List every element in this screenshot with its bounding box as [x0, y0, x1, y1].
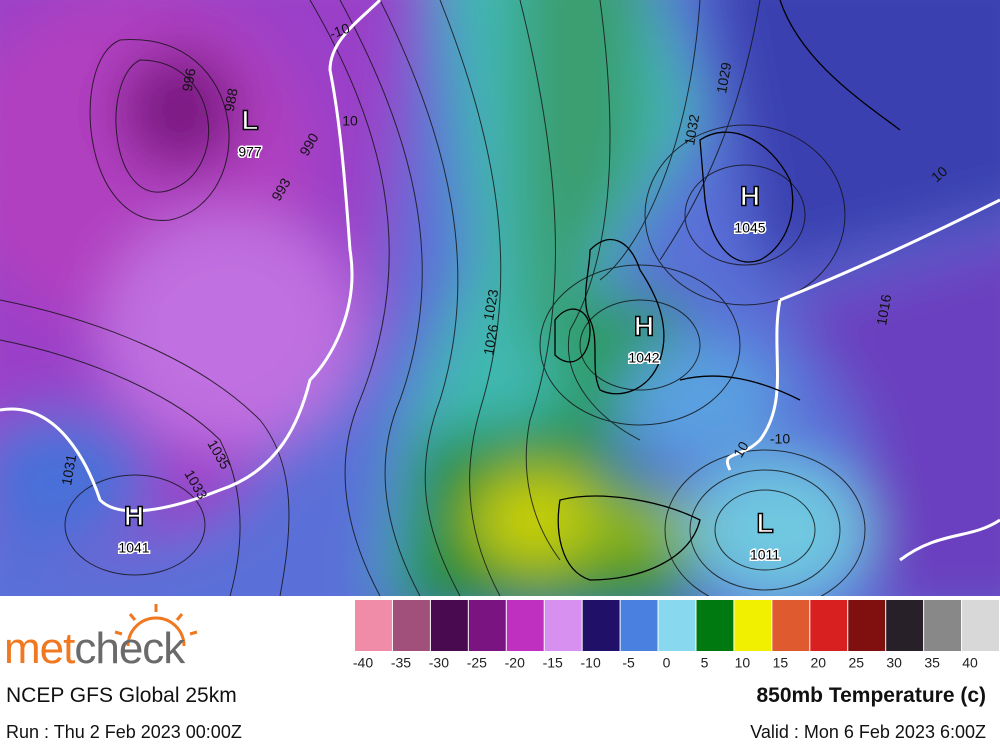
legend-swatch — [962, 600, 999, 651]
contour-label: 1016 — [873, 293, 894, 327]
legend-label: 5 — [701, 655, 709, 671]
logo-met: met — [4, 624, 75, 673]
legend-label: 20 — [811, 655, 827, 671]
legend-label: -20 — [505, 655, 525, 671]
system-letter: L — [241, 104, 258, 135]
contour-label: 1031 — [58, 453, 79, 487]
legend-swatch — [582, 600, 620, 651]
legend-swatch — [924, 600, 962, 651]
legend-swatch — [544, 600, 582, 651]
pressure-systems: H 1045 H 1042 H 1041 L 1011 L 977 — [117, 104, 782, 565]
legend-label: 0 — [663, 655, 671, 671]
legend-swatch — [810, 600, 848, 651]
contour-label: -10 — [327, 20, 352, 42]
legend-label: 25 — [848, 655, 864, 671]
contour-label: 1029 — [713, 61, 734, 95]
legend-swatch — [506, 600, 544, 651]
system-letter: H — [634, 310, 654, 341]
contour-label: 10 — [730, 438, 752, 460]
map: H 1045 H 1042 H 1041 L 1011 L 977 -10 10 1029 1032 10… — [0, 0, 1000, 596]
logo: metcheck — [4, 624, 185, 674]
legend-swatch — [392, 600, 430, 651]
contour-label: -10 — [770, 431, 790, 447]
legend-swatch — [355, 600, 392, 651]
system-pressure: 1041 — [118, 540, 149, 556]
model-name: NCEP GFS Global 25km — [6, 684, 237, 707]
system-letter: H — [740, 180, 760, 211]
legend-label: -30 — [429, 655, 449, 671]
legend-swatch — [734, 600, 772, 651]
valid-time: Valid : Mon 6 Feb 2023 6:00Z — [750, 722, 986, 742]
system-pressure: 977 — [238, 144, 262, 160]
legend-label: 15 — [773, 655, 789, 671]
legend-label: 10 — [735, 655, 751, 671]
legend-label: 40 — [962, 655, 978, 671]
system-letter: L — [756, 507, 773, 538]
contour-label: 1032 — [681, 113, 702, 147]
legend-label: -15 — [543, 655, 563, 671]
legend-swatch — [772, 600, 810, 651]
legend-swatch — [848, 600, 886, 651]
system-pressure: 1045 — [734, 220, 765, 236]
system-letter: H — [124, 500, 144, 531]
legend-swatch — [430, 600, 468, 651]
isobars — [0, 0, 866, 596]
contour-label: 1023 — [480, 288, 501, 322]
legend-label: 35 — [924, 655, 940, 671]
coastlines — [554, 0, 901, 581]
legend-swatch — [468, 600, 506, 651]
run-time: Run : Thu 2 Feb 2023 00:00Z — [6, 722, 242, 742]
contour-label: 10 — [342, 113, 358, 129]
contour-label: 996 — [179, 67, 199, 93]
contour-label: 1026 — [480, 323, 501, 357]
contour-label: 988 — [221, 87, 241, 113]
legend-label: -40 — [353, 655, 373, 671]
logo-sun — [114, 604, 198, 647]
legend-swatch — [886, 600, 924, 651]
system-pressure: 1011 — [750, 547, 780, 563]
freezing-lines — [0, 0, 1000, 560]
legend-label: -10 — [581, 655, 601, 671]
legend-swatch — [696, 600, 734, 651]
legend-label: 30 — [886, 655, 902, 671]
legend-swatch — [658, 600, 696, 651]
legend-label: -35 — [391, 655, 411, 671]
legend-swatch — [620, 600, 658, 651]
logo-check: check — [74, 624, 185, 673]
legend-label: -25 — [467, 655, 487, 671]
legend: -40 -35 -30 -25 -20 -15 -10 -5 0 5 10 15 20 25 30 35 40 — [114, 600, 999, 671]
system-pressure: 1042 — [628, 350, 659, 366]
field-name: 850mb Temperature (c) — [756, 684, 986, 707]
legend-label: -5 — [622, 655, 635, 671]
